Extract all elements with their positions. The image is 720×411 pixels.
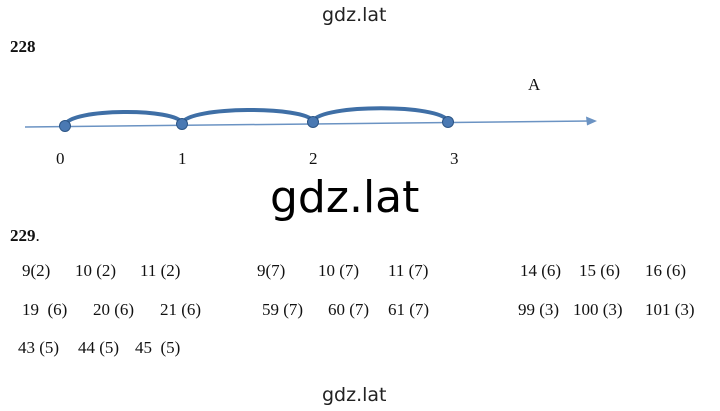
point-label: 3 xyxy=(450,149,459,168)
problem-header: 229. xyxy=(10,226,40,246)
answer-item: 21 (6) xyxy=(160,300,202,319)
answer-item: 9(7) xyxy=(257,261,286,280)
jump-arc xyxy=(311,106,450,123)
answer-item: 45 (5) xyxy=(135,338,181,357)
point xyxy=(59,120,71,132)
answer-item: 20 (6) xyxy=(93,300,135,319)
answer-item: 16 (6) xyxy=(645,261,687,280)
answer-item: 101 (3) xyxy=(645,300,695,319)
answer-item: 99 (3) xyxy=(518,300,560,319)
number-line: 0 1 2 3 A xyxy=(24,75,597,168)
ray-label: A xyxy=(528,75,541,94)
answer-item: 43 (5) xyxy=(18,338,60,357)
point xyxy=(442,116,454,128)
answer-item: 9(2) xyxy=(22,261,51,280)
points xyxy=(59,116,454,132)
answer-item: 60 (7) xyxy=(328,300,370,319)
answer-item: 44 (5) xyxy=(78,338,120,357)
point-label: 2 xyxy=(309,149,318,168)
jump-arc xyxy=(180,108,315,125)
problem-number: 228 xyxy=(10,37,36,56)
watermark: gdz.lat xyxy=(322,384,387,406)
answer-item: 61 (7) xyxy=(388,300,430,319)
answer-item: 10 (2) xyxy=(75,261,117,280)
point-label: 1 xyxy=(178,149,187,168)
answer-item: 11 (2) xyxy=(140,261,181,280)
arrow-head xyxy=(586,116,597,126)
answer-item: 59 (7) xyxy=(262,300,304,319)
point xyxy=(176,118,188,130)
answer-item: 11 (7) xyxy=(388,261,429,280)
punctuation: . xyxy=(35,226,40,245)
answer-item: 10 (7) xyxy=(318,261,360,280)
jumps xyxy=(63,106,450,127)
problem-number: 229 xyxy=(10,226,36,245)
answer-item: 19 (6) xyxy=(22,300,68,319)
point xyxy=(307,116,319,128)
answer-item: 100 (3) xyxy=(573,300,623,319)
point-label: 0 xyxy=(56,149,65,168)
answer-item: 15 (6) xyxy=(579,261,621,280)
watermark: gdz.lat xyxy=(322,4,387,26)
watermark: gdz.lat xyxy=(270,172,420,223)
answer-item: 14 (6) xyxy=(520,261,562,280)
jump-arc xyxy=(63,110,184,127)
